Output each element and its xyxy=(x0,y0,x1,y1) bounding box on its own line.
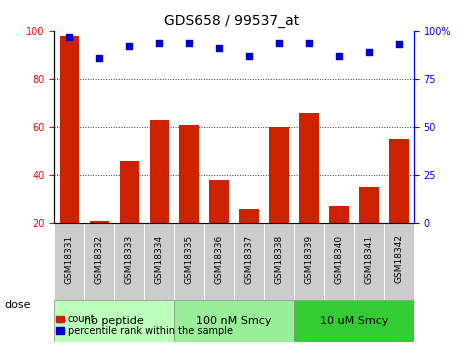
Bar xyxy=(359,187,379,223)
Bar xyxy=(389,139,409,223)
Bar xyxy=(149,120,169,223)
Text: GSM18338: GSM18338 xyxy=(274,235,284,284)
Point xyxy=(96,55,103,61)
Bar xyxy=(299,112,319,223)
Bar xyxy=(120,160,139,223)
Bar xyxy=(60,36,79,223)
Text: GSM18337: GSM18337 xyxy=(245,235,254,284)
Bar xyxy=(114,223,144,300)
Point xyxy=(395,42,403,47)
Point xyxy=(365,49,373,55)
Point xyxy=(275,40,283,45)
Text: GSM18336: GSM18336 xyxy=(215,235,224,284)
Bar xyxy=(54,300,174,342)
Text: 10 uM Smcy: 10 uM Smcy xyxy=(320,316,388,326)
Bar xyxy=(144,223,174,300)
Text: GSM18342: GSM18342 xyxy=(394,235,403,284)
Bar xyxy=(269,127,289,223)
Text: GSM18341: GSM18341 xyxy=(364,235,374,284)
Bar xyxy=(179,125,199,223)
Bar xyxy=(174,300,294,342)
Text: GSM18340: GSM18340 xyxy=(334,235,343,284)
Legend: count, percentile rank within the sample: count, percentile rank within the sample xyxy=(52,310,236,340)
Bar xyxy=(174,223,204,300)
Bar xyxy=(329,206,349,223)
Bar xyxy=(84,223,114,300)
Bar xyxy=(354,223,384,300)
Bar xyxy=(89,220,109,223)
Bar xyxy=(264,223,294,300)
Text: dose: dose xyxy=(5,300,31,310)
Point xyxy=(305,40,313,45)
Bar xyxy=(239,208,259,223)
Point xyxy=(335,53,343,59)
Text: GSM18333: GSM18333 xyxy=(125,235,134,284)
Bar xyxy=(324,223,354,300)
Point xyxy=(156,40,163,45)
Bar xyxy=(294,300,414,342)
Text: GSM18339: GSM18339 xyxy=(305,235,314,284)
Text: GSM18334: GSM18334 xyxy=(155,235,164,284)
Bar xyxy=(294,223,324,300)
Point xyxy=(66,34,73,40)
Text: GDS658 / 99537_at: GDS658 / 99537_at xyxy=(164,14,299,28)
Point xyxy=(215,46,223,51)
Point xyxy=(185,40,193,45)
Text: GSM18332: GSM18332 xyxy=(95,235,104,284)
Bar xyxy=(234,223,264,300)
Text: 100 nM Smcy: 100 nM Smcy xyxy=(196,316,272,326)
Text: no peptide: no peptide xyxy=(85,316,144,326)
Text: GSM18331: GSM18331 xyxy=(65,235,74,284)
Point xyxy=(245,53,253,59)
Point xyxy=(125,43,133,49)
Bar xyxy=(384,223,414,300)
Bar xyxy=(54,223,84,300)
Bar xyxy=(204,223,234,300)
Text: GSM18335: GSM18335 xyxy=(184,235,194,284)
Bar xyxy=(210,180,229,223)
